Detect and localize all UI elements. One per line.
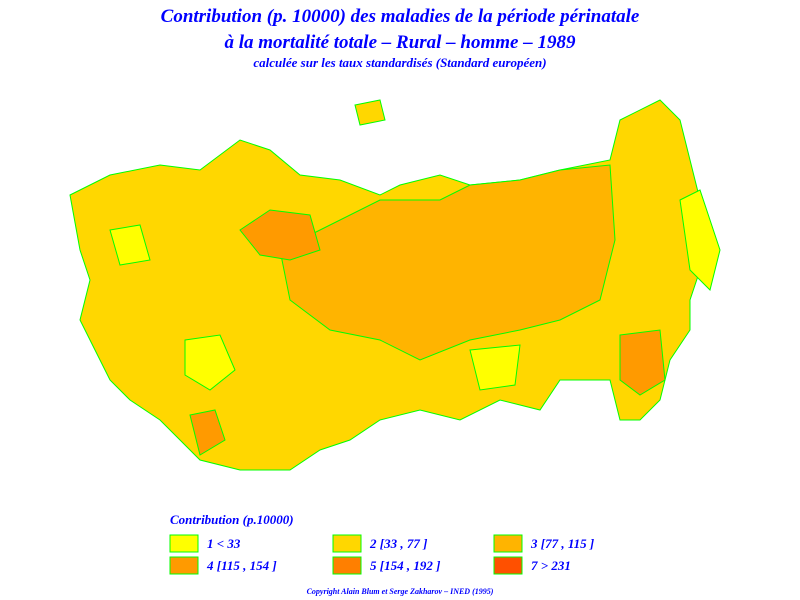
legend-label: 2 [33 , 77 ] — [369, 536, 427, 551]
legend-label: 4 [115 , 154 ] — [206, 558, 277, 573]
legend: 1 < 33 2 [33 , 77 ] 3 [77 , 115 ] 4 [115 , … — [169, 534, 594, 575]
copyright: Copyright Alain Blum et Serge Zakharov –… — [307, 587, 494, 596]
map — [69, 99, 721, 471]
title-line: Contribution (p. 10000) des maladies de … — [161, 6, 640, 27]
legend-swatch — [169, 534, 199, 553]
legend-title: Contribution (p.10000) — [170, 512, 294, 527]
legend-swatch — [169, 556, 199, 575]
legend-label: 3 [77 , 115 ] — [530, 536, 594, 551]
subtitle: calculée sur les taux standardisés (Stan… — [253, 55, 546, 70]
legend-swatch — [332, 534, 362, 553]
legend-label: 5 [154 , 192 ] — [370, 558, 440, 573]
title-line: à la mortalité totale – Rural – homme – … — [225, 32, 576, 53]
legend-swatch — [493, 556, 523, 575]
legend-swatch — [332, 556, 362, 575]
legend-swatch — [493, 534, 523, 553]
legend-label: 1 < 33 — [207, 536, 241, 551]
legend-label: 7 > 231 — [531, 558, 571, 573]
